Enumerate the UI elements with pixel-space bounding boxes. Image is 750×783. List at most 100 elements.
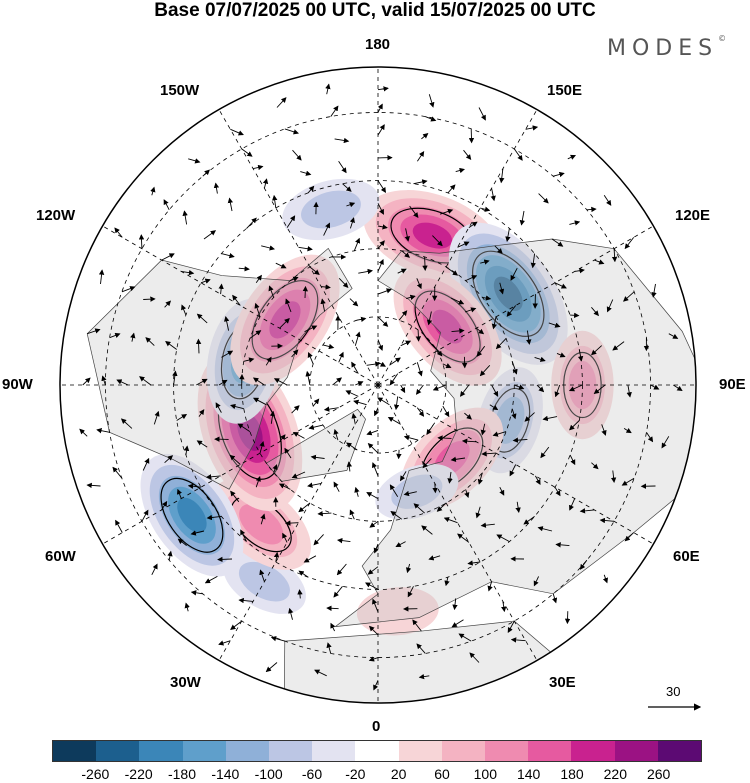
wind-arrow [337,537,351,544]
wind-arrow [309,266,320,275]
anomaly-contour [391,474,443,509]
wind-arrow [579,508,595,514]
colorbar-swatch [53,741,97,761]
wind-arrow [447,184,456,194]
wind-arrow [139,376,152,386]
wind-arrow [450,297,465,305]
wind-arrow [304,325,318,333]
wind-arrow [292,431,305,439]
wind-arrow [373,543,379,554]
wind-arrow [112,466,123,479]
wind-arrow [377,86,389,92]
wind-vectors [79,83,683,691]
wind-arrow [535,475,541,485]
colorbar-tick-label: -260 [81,766,110,782]
wind-arrow [255,475,261,488]
wind-arrow [181,304,187,316]
wind-arrow [457,241,470,248]
wind-arrow [176,414,188,421]
wind-arrow [439,208,454,215]
wind-arrow [377,397,390,406]
wind-arrow [373,680,379,691]
wind-arrow [506,305,517,317]
wind-arrow [96,428,110,434]
wind-arrow [542,415,558,422]
wind-arrow [356,316,367,323]
wind-arrow [495,338,507,350]
wind-arrow [551,593,558,604]
wind-arrow [400,471,407,482]
colorbar-swatch [355,741,399,761]
brand-mark: © [718,34,727,43]
wind-arrow [369,520,379,528]
label-lon-0: 0 [372,718,381,735]
wind-arrow [333,481,340,492]
wind-arrow [455,167,465,174]
label-lon-30e: 30E [549,674,576,691]
wind-arrow [351,361,359,374]
wind-arrow [338,351,344,363]
colorbar-tick-label: -20 [345,766,366,782]
colorbar-tick-label: 20 [390,766,407,782]
wind-arrow [478,107,486,121]
wind-arrow [196,313,208,324]
wind-arrow [413,179,428,185]
label-lon-30w: 30W [170,674,201,691]
label-lon-150w: 150W [160,82,200,99]
wind-arrow [554,282,567,289]
wind-arrow [238,266,250,272]
wind-arrow [413,503,425,514]
coastlines [86,238,696,703]
wind-arrow [291,349,299,358]
wind-arrow [396,449,402,460]
label-lon-60e: 60E [673,548,700,565]
wind-arrow [227,197,234,212]
colorbar-swatch [614,741,658,761]
wind-arrow [505,228,511,242]
wind-arrow [468,221,478,228]
wind-arrow [310,454,325,461]
wind-arrow [330,622,336,632]
wind-arrow [284,447,292,459]
wind-arrow [400,384,406,394]
wind-arrow [397,268,407,274]
wind-arrow [540,446,550,459]
brand-name: MODES [607,36,719,61]
wind-arrow [507,620,515,633]
anomaly-center [356,587,439,636]
wind-arrow [252,377,265,386]
colorbar-tick-label: 260 [646,766,671,782]
wind-arrow [567,154,577,160]
wind-arrow [213,182,220,194]
wind-arrow [326,605,339,611]
wind-arrow [487,581,493,592]
wind-arrow [594,259,605,265]
wind-arrow [353,237,361,251]
wind-arrow [436,502,447,512]
wind-arrow [459,384,470,397]
wind-arrow [591,462,599,470]
wind-arrow [421,525,433,535]
wind-arrow [355,381,364,386]
wind-arrow [432,344,443,357]
wind-arrow [253,164,264,171]
wind-arrow [82,377,91,386]
wind-arrow [276,97,287,108]
wind-arrow [606,299,614,313]
wind-arrow [177,538,187,546]
wind-arrow [342,183,352,192]
wind-arrow [428,555,441,561]
wind-arrow [533,576,540,587]
anomaly-contour [301,190,361,229]
wind-arrow [377,288,392,295]
colorbar-swatch [225,741,270,761]
wind-arrow [190,530,205,536]
wind-arrow [393,396,400,411]
wind-arrow [372,598,379,613]
wind-arrow [188,158,201,164]
wind-arrow [477,472,483,485]
wind-arrow [443,517,458,524]
wind-arrow [330,105,339,117]
wind-arrow [218,640,231,646]
wind-arrow [354,331,361,346]
